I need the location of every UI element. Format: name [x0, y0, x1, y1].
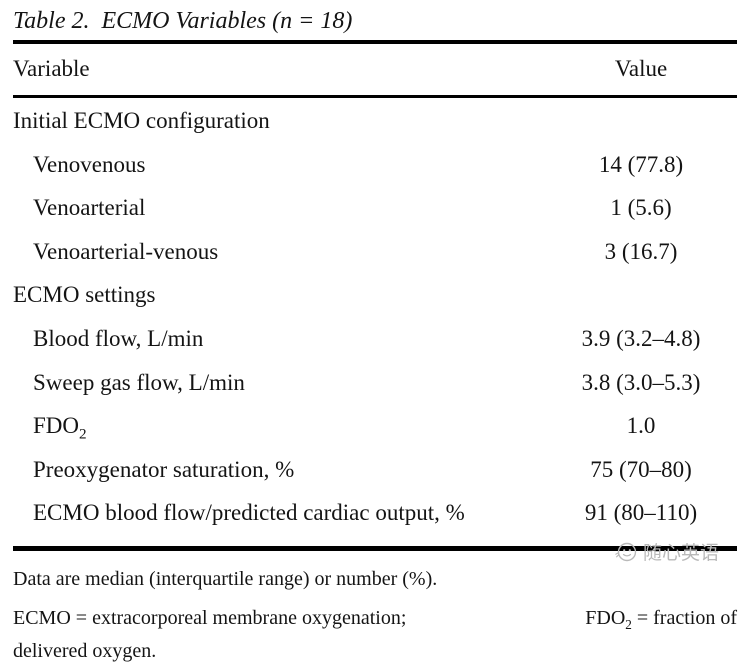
fdo-rest: = fraction of	[631, 606, 737, 629]
value-cell: 1.0	[626, 413, 656, 439]
table-row: ECMO blood flow/predicted cardiac output…	[13, 495, 737, 539]
abbr-fdo2-definition: FDO2 = fraction of	[585, 605, 737, 638]
watermark-text: 随心英语	[643, 542, 720, 564]
variable-cell: Sweep gas flow, L/min	[33, 369, 245, 395]
face-logo-icon	[615, 542, 637, 561]
value-cell: 75 (70–80)	[590, 456, 692, 482]
value-cell: 91 (80–110)	[584, 500, 698, 526]
column-header-variable: Variable	[13, 56, 90, 81]
top-rule-divider	[13, 40, 737, 44]
table-row: Venoarterial-venous 3 (16.7)	[13, 234, 737, 278]
fdo-base: FDO	[585, 606, 626, 629]
abbreviations-note: ECMO = extracorporeal membrane oxygenati…	[13, 605, 737, 665]
table-header-row: Variable Value	[13, 44, 737, 95]
value-cell: 3.8 (3.0–5.3)	[581, 369, 701, 395]
variable-cell: ECMO settings	[13, 282, 156, 308]
variable-cell: Blood flow, L/min	[33, 325, 204, 351]
data-note: Data are median (interquartile range) or…	[13, 567, 438, 590]
value-cell: 3 (16.7)	[604, 238, 678, 264]
page-title: Table 2. ECMO Variables (n = 18)	[13, 5, 737, 37]
fdo-sub: 2	[625, 616, 632, 632]
column-header-value: Value	[614, 56, 668, 81]
table-row: Venoarterial 1 (5.6)	[13, 190, 737, 234]
paper-table-page: Table 2. ECMO Variables (n = 18) Variable…	[13, 5, 737, 662]
variable-cell: Venovenous	[33, 151, 146, 177]
header-rule-divider	[13, 95, 737, 98]
table-title-text: ECMO Variables (n = 18)	[101, 8, 353, 34]
abbreviations-line2: delivered oxygen.	[13, 639, 157, 662]
variable-cell: Venoarterial	[33, 195, 146, 221]
variable-cell: FDO2	[33, 413, 87, 443]
table-row: Blood flow, L/min 3.9 (3.2–4.8)	[13, 321, 737, 365]
table-number-label: Table 2.	[13, 8, 90, 34]
table-row: Initial ECMO configuration	[13, 103, 737, 147]
table-row: Preoxygenator saturation, % 75 (70–80)	[13, 452, 737, 496]
variable-cell: Preoxygenator saturation, %	[33, 456, 295, 482]
value-cell: 3.9 (3.2–4.8)	[581, 325, 701, 351]
table-row: Venovenous 14 (77.8)	[13, 147, 737, 191]
abbr-ecmo-definition: ECMO = extracorporeal membrane oxygenati…	[13, 606, 407, 629]
watermark: 随心英语	[615, 538, 719, 565]
table-row: FDO2 1.0	[13, 408, 737, 452]
value-cell: 1 (5.6)	[610, 195, 672, 221]
variable-cell: Venoarterial-venous	[33, 238, 219, 264]
table-body: Initial ECMO configuration Venovenous 14…	[13, 98, 737, 546]
abbreviations-line1: ECMO = extracorporeal membrane oxygenati…	[13, 605, 737, 638]
variable-cell: ECMO blood flow/predicted cardiac output…	[33, 500, 465, 526]
table-row: Sweep gas flow, L/min 3.8 (3.0–5.3)	[13, 365, 737, 409]
value-cell: 14 (77.8)	[598, 151, 684, 177]
variable-cell: Initial ECMO configuration	[13, 108, 270, 133]
table-row: ECMO settings	[13, 277, 737, 321]
bottom-rule-divider	[13, 545, 737, 551]
